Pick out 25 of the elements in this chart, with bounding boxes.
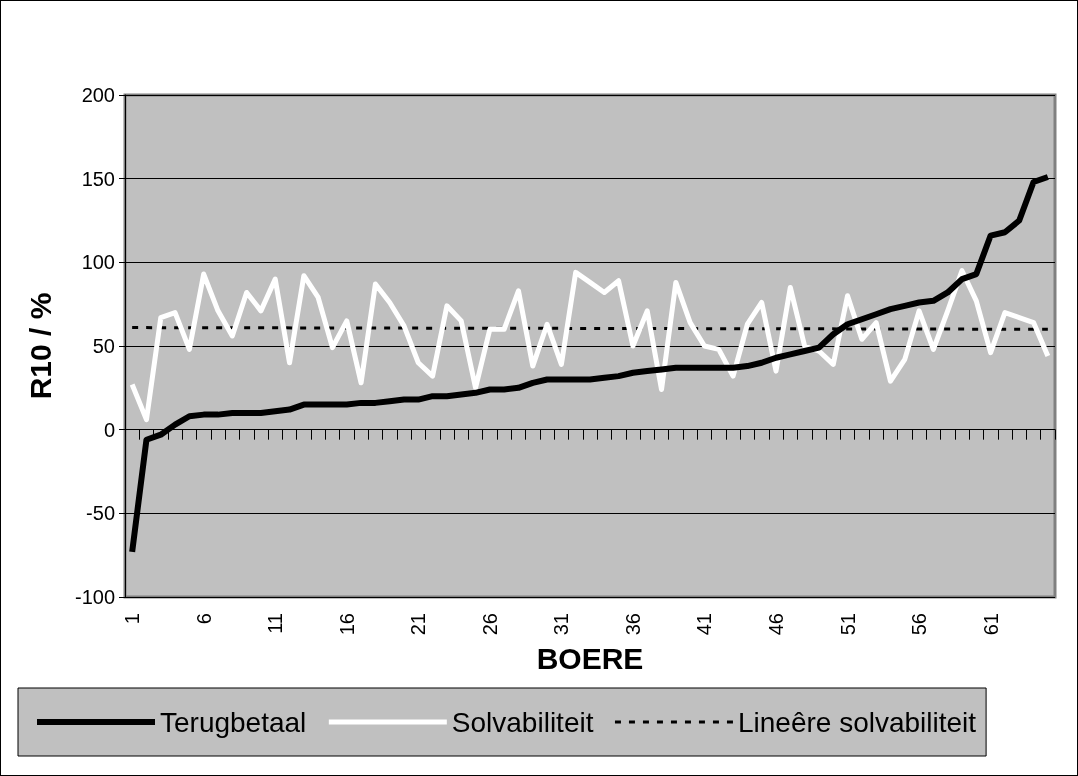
y-tick-label: 50 — [92, 335, 115, 357]
x-tick-label: 26 — [478, 613, 501, 636]
y-tick-label: -100 — [74, 586, 115, 608]
y-tick-label: 150 — [81, 167, 115, 190]
legend-label: Solvabiliteit — [451, 706, 594, 738]
y-tick-label: 0 — [103, 418, 115, 441]
x-tick-label: 11 — [264, 613, 287, 634]
x-tick-label: 56 — [908, 613, 931, 636]
x-tick-label: 36 — [621, 613, 644, 636]
x-tick-label: 31 — [550, 613, 573, 636]
x-tick-label: 21 — [407, 613, 430, 636]
y-tick-label: -50 — [86, 502, 115, 525]
x-tick-label: 16 — [335, 613, 358, 636]
x-tick-label: 51 — [836, 613, 859, 636]
x-axis-title: BOERE — [536, 641, 644, 675]
x-tick-label: 41 — [693, 613, 716, 636]
x-tick-label: 1 — [121, 613, 144, 625]
legend-label: Lineêre solvabiliteit — [737, 706, 977, 738]
y-axis-title: R10 / % — [23, 292, 57, 400]
y-tick-label: 100 — [81, 251, 115, 274]
y-tick-label: 200 — [81, 84, 115, 106]
x-tick-label: 6 — [192, 613, 215, 625]
legend-label: Terugbetaal — [160, 706, 307, 738]
x-tick-label: 46 — [765, 613, 787, 636]
x-tick-label: 61 — [979, 613, 1002, 636]
